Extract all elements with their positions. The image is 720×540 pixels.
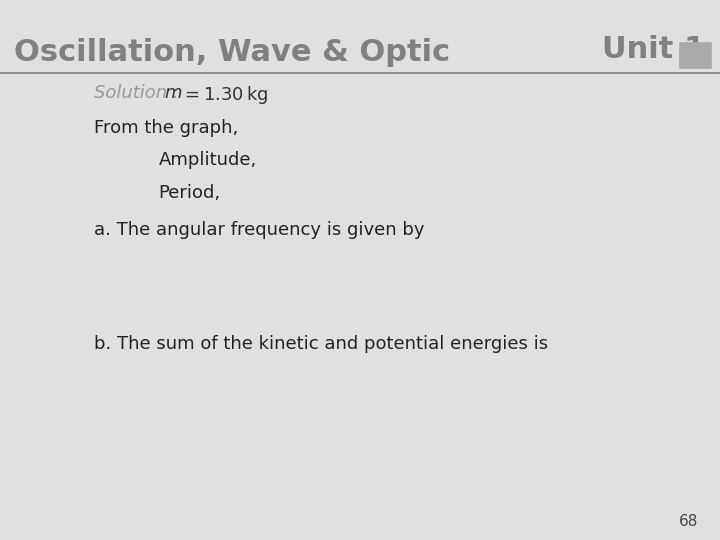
Text: b. The sum of the kinetic and potential energies is: b. The sum of the kinetic and potential … — [94, 335, 548, 353]
Text: Amplitude,: Amplitude, — [158, 151, 256, 169]
Text: $m$: $m$ — [164, 84, 182, 102]
FancyBboxPatch shape — [680, 43, 711, 68]
Text: From the graph,: From the graph, — [94, 119, 238, 137]
Text: Solution :: Solution : — [94, 84, 184, 102]
Text: $= 1.30\,\mathrm{kg}$: $= 1.30\,\mathrm{kg}$ — [181, 84, 269, 106]
Text: 68: 68 — [679, 514, 698, 529]
Text: Oscillation, Wave & Optic: Oscillation, Wave & Optic — [14, 38, 451, 67]
Text: Unit 1: Unit 1 — [603, 35, 706, 64]
Text: a. The angular frequency is given by: a. The angular frequency is given by — [94, 221, 424, 239]
Text: Period,: Period, — [158, 184, 220, 201]
